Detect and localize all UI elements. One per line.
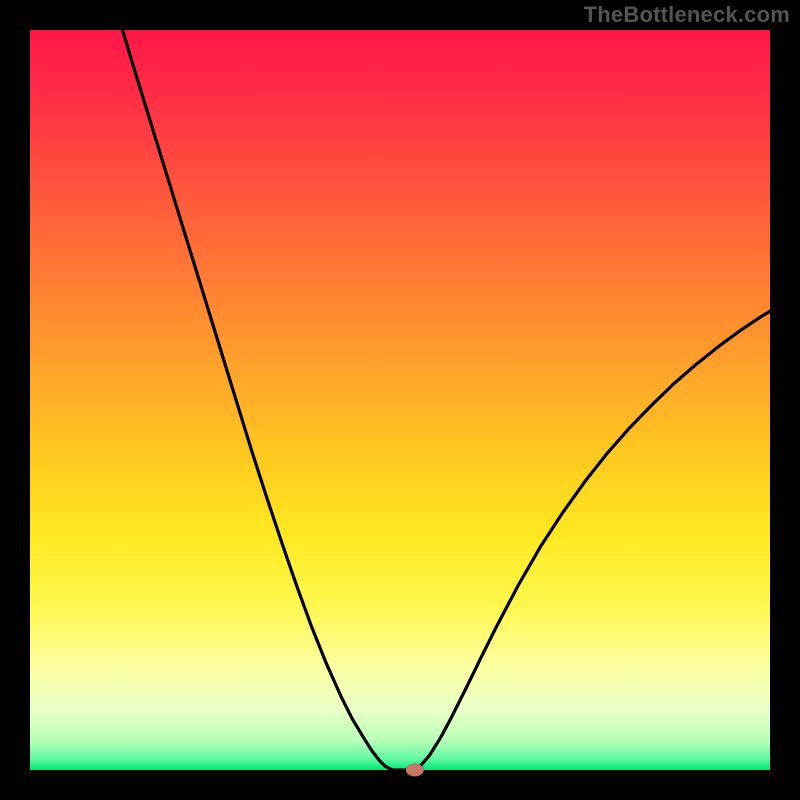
chart-frame: TheBottleneck.com [0,0,800,800]
optimum-marker [406,764,424,777]
watermark-text: TheBottleneck.com [584,2,790,28]
chart-svg [0,0,800,800]
